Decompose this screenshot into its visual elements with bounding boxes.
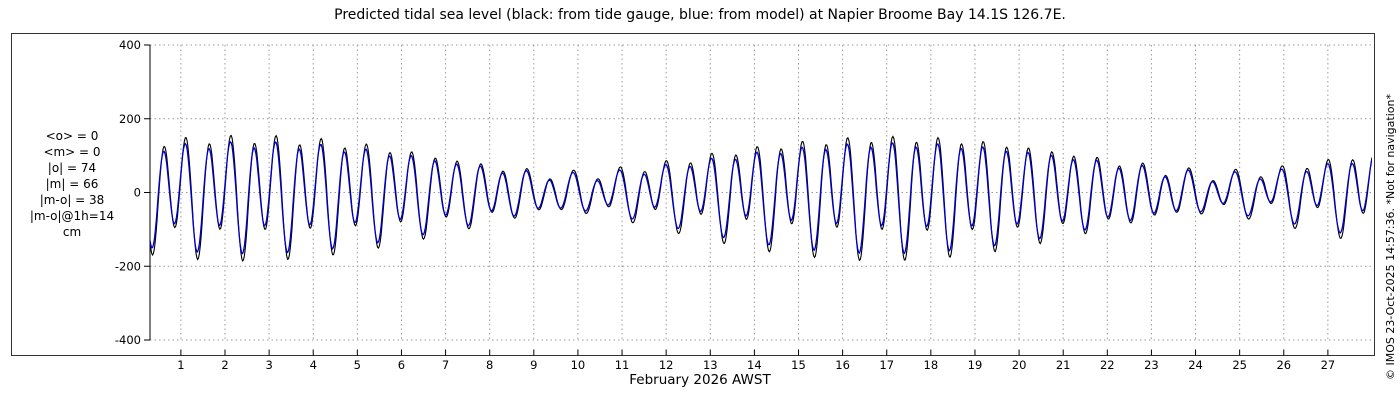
x-tick-label: 7 — [442, 358, 449, 372]
stats-panel: <o> = 0 <m> = 0 |o| = 74 |m| = 66 |m-o| = 38… — [16, 128, 128, 240]
x-tick-label: 16 — [835, 358, 850, 372]
x-tick-label: 26 — [1276, 358, 1291, 372]
stat-line: <m> = 0 — [43, 145, 101, 159]
stat-line: |m-o|@1h=14 — [29, 209, 115, 223]
x-tick-label: 10 — [571, 358, 586, 372]
stat-line: cm — [62, 225, 82, 239]
x-tick-label: 25 — [1232, 358, 1247, 372]
x-tick-label: 6 — [398, 358, 405, 372]
x-tick-label: 14 — [747, 358, 762, 372]
x-tick-label: 9 — [530, 358, 537, 372]
x-tick-label: 2 — [221, 358, 228, 372]
chart-title: Predicted tidal sea level (black: from t… — [334, 7, 1066, 23]
x-tick-label: 24 — [1188, 358, 1203, 372]
x-tick-label: 8 — [486, 358, 493, 372]
series-line-tide-gauge — [150, 134, 1372, 262]
y-tick-label: 0 — [134, 186, 141, 200]
stat-line: |m| = 66 — [45, 177, 99, 191]
x-tick-label: 23 — [1144, 358, 1159, 372]
series-line-model — [150, 140, 1372, 255]
y-tick-label: 400 — [119, 38, 141, 52]
x-tick-label: 12 — [659, 358, 674, 372]
x-tick-label: 5 — [354, 358, 361, 372]
x-tick-label: 21 — [1056, 358, 1071, 372]
y-tick-label: 200 — [119, 112, 141, 126]
x-tick-label: 3 — [265, 358, 272, 372]
x-tick-label: 18 — [924, 358, 939, 372]
x-tick-label: 15 — [791, 358, 806, 372]
x-tick-label: 19 — [968, 358, 983, 372]
x-tick-label: 22 — [1100, 358, 1115, 372]
plot-frame — [11, 33, 1375, 356]
x-tick-label: 13 — [703, 358, 718, 372]
stat-line: |o| = 74 — [47, 161, 97, 175]
stat-line: |m-o| = 38 — [39, 193, 105, 207]
x-tick-label: 27 — [1321, 358, 1336, 372]
stat-line: <o> = 0 — [45, 129, 99, 143]
x-tick-label: 1 — [177, 358, 184, 372]
y-tick-label: -400 — [115, 333, 141, 347]
x-tick-label: 11 — [615, 358, 630, 372]
y-tick-label: -200 — [115, 259, 141, 273]
watermark-text: © IMOS 23-Oct-2025 14:57:36. *Not for na… — [1384, 94, 1397, 380]
x-axis-label: February 2026 AWST — [629, 372, 771, 388]
x-tick-label: 20 — [1012, 358, 1027, 372]
x-tick-label: 17 — [879, 358, 894, 372]
x-tick-label: 4 — [310, 358, 317, 372]
